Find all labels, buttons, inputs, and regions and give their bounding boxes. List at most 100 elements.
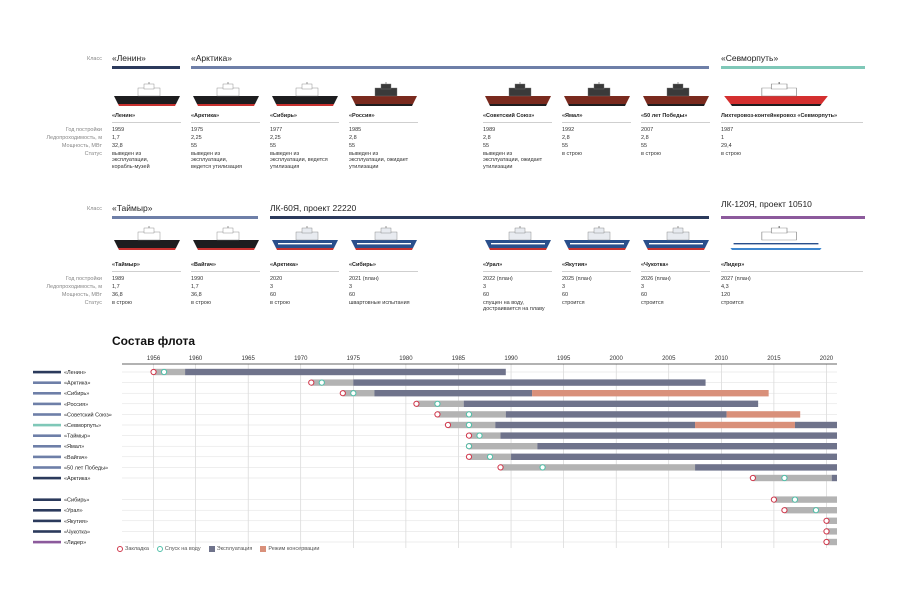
ship-ice: 2,25 [191,135,202,141]
series-color-bar [33,455,61,459]
series-color-bar [33,392,61,395]
legend: Закладка Спуск на воду Эксплуатация Режи… [117,546,319,552]
class-bar-lenin [112,66,180,69]
ship-illustration-icon [270,82,340,108]
ship-illustration-icon [641,82,711,108]
segment-operation [374,390,533,397]
ship-status: выведен из эксплуатации, ведется утилиза… [270,151,328,170]
ship-name: «Ямал» [562,113,583,119]
launch-marker [465,421,473,429]
x-tick-label: 1985 [452,356,466,362]
row-label-year: Год постройки [65,127,102,133]
launch-marker [465,443,473,450]
laid-marker [413,400,420,407]
ship-year: 1977 [270,127,283,133]
ship-ice: 2,8 [349,135,357,141]
series-color-bar [33,445,61,448]
legend-launch: Спуск на воду [156,546,201,552]
ship-year: 2021 (план) [349,276,379,282]
laid-marker [339,390,346,397]
ship-year: 2026 (план) [641,276,671,282]
class-name-lenin: «Ленин» [112,53,146,63]
class-name-taymyr: «Таймыр» [112,203,153,213]
ship-power: 55 [349,143,356,149]
series-color-bar [33,402,61,406]
series-label: «Арктика» [64,476,91,482]
ship-ice: 4,3 [721,284,729,290]
ship-year: 1990 [191,276,204,282]
segment-build [468,443,538,450]
segment-build [468,432,501,439]
x-tick-label: 2020 [820,356,834,362]
ship-status: в строю [721,151,741,157]
ship-ice: 3 [641,284,645,290]
segment-build [826,528,837,535]
row-label-year-2: Год постройки [65,276,102,282]
laid-marker [770,496,778,503]
ship-status: выведен из эксплуатации, корабль-музей [112,151,150,170]
segment-operation [500,432,837,439]
segment-lay_up [532,390,769,397]
ship-status: швартовные испытания [349,300,410,306]
divider [641,122,710,123]
divider [191,122,260,123]
series-label: «Россия» [64,402,88,408]
x-tick-label: 1995 [557,356,571,362]
ship-power: 36,8 [191,292,202,298]
launch-marker [350,390,357,397]
class-label-2: Класс [87,206,102,212]
x-tick-label: 1975 [347,356,361,362]
ship-ice: 2,8 [483,135,491,141]
divider [483,271,552,272]
x-tick-label: 1990 [504,356,518,362]
divider [191,271,260,272]
launch-marker [160,368,168,376]
class-label: Класс [87,56,102,62]
ship-power: 60 [562,292,569,298]
series-color-bar [33,381,61,384]
class-bar-lk120 [721,216,865,219]
ship-ice: 2,8 [641,135,649,141]
row-label-power-2: Мощность, МВт [61,292,102,298]
ship-name: «50 лет Победы» [641,113,688,119]
laid-marker [497,464,504,471]
launch-marker [465,411,473,418]
ship-status: спущен на воду, достраивается на плаву [483,300,545,313]
ship-name: «Сибирь» [270,113,297,119]
legend-lay-up: Режим консервации [260,546,319,552]
ship-ice: 3 [483,284,487,290]
ship-illustration-icon [483,82,553,108]
ship-illustration-icon [721,226,831,252]
segment-operation [463,400,759,407]
ship-year: 2020 [270,276,283,282]
launch-marker [318,379,325,386]
class-bar-arktika [191,66,709,69]
series-label: «Ленин» [64,370,86,376]
class-name-lk120: ЛК-120Я, проект 10510 [721,199,812,209]
ship-power: 60 [270,292,277,298]
chart-title: Состав флота [112,334,196,348]
launch-marker [791,496,799,503]
legend-operation: Эксплуатация [208,546,252,552]
ship-ice: 2,25 [270,135,281,141]
ship-illustration-icon [721,82,831,108]
series-color-bar [33,498,61,501]
segment-build [826,538,837,546]
ship-ice: 1,7 [191,284,199,290]
series-label: «Севморпуть» [64,423,101,429]
segment-operation [695,464,837,471]
ship-illustration-icon [112,82,182,108]
launch-marker [812,507,820,514]
series-label: «Советский Союз» [64,411,112,418]
x-tick-label: 1956 [147,356,161,362]
operation-swatch-icon [208,546,215,552]
laid-marker [781,507,788,514]
ship-power: 36,8 [112,292,123,298]
ship-ice: 3 [349,284,353,290]
ship-ice: 2,8 [562,135,570,141]
ship-illustration-icon [191,82,261,108]
divider [270,271,339,272]
ship-status: строится [641,300,664,306]
ship-name: «Арктика» [270,262,299,268]
ship-year: 1985 [349,127,362,133]
